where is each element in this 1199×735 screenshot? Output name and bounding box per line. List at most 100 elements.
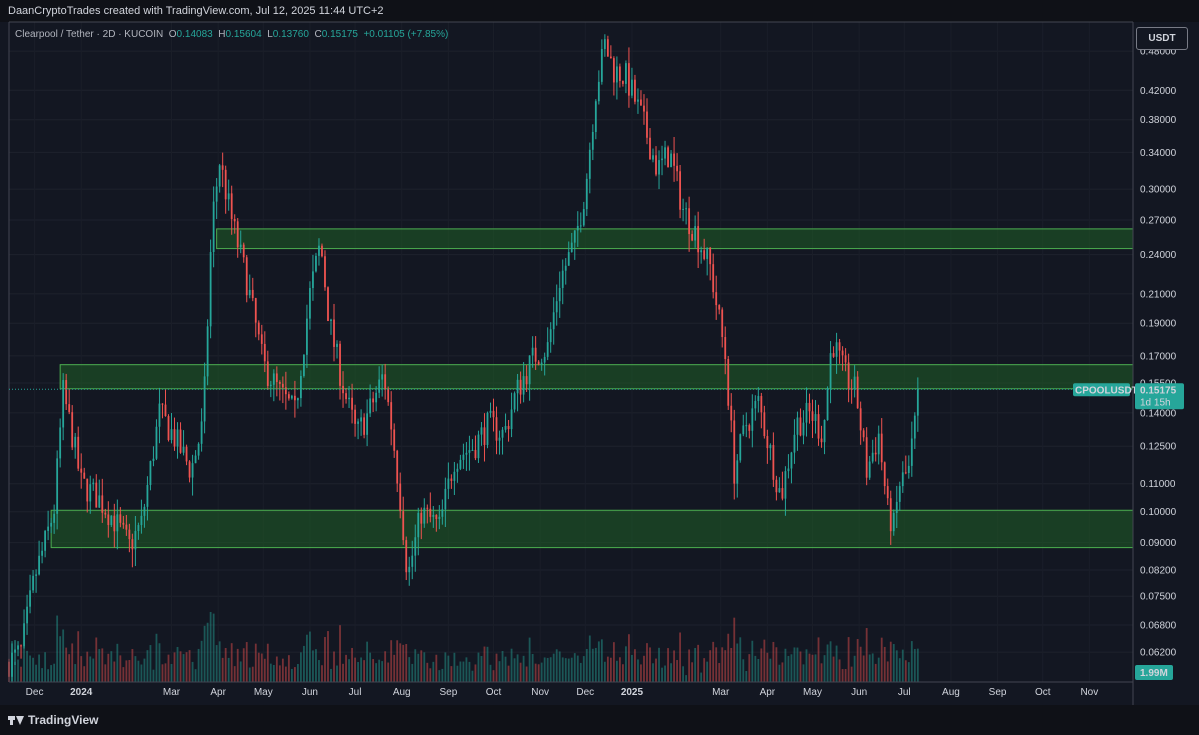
candle-body [278,382,281,384]
volume-bar [465,657,468,682]
volume-bar [119,655,122,682]
volume-bar [877,657,880,682]
volume-bar [489,664,492,682]
volume-bar [676,660,678,682]
volume-bar [772,641,775,682]
high-key: H [218,29,226,40]
volume-bar [537,664,540,682]
volume-bar [700,672,703,682]
volume-bar [453,652,456,682]
high-value: 0.15604 [225,29,262,40]
volume-bar [128,660,131,682]
candle-body [176,429,179,447]
candle-body [290,395,293,399]
volume-bar [603,661,606,682]
volume-bar [625,646,627,682]
price-tick-label: 0.14000 [1140,408,1177,419]
tradingview-logo[interactable]: TradingView [8,713,98,727]
volume-bar [483,646,486,682]
candle-body [513,393,516,410]
volume-bar [450,666,453,682]
candle-body [420,512,423,524]
volume-bar [724,650,727,682]
volume-bar [71,643,74,682]
volume-bar [796,647,799,682]
candle-body [549,329,552,343]
candle-body [670,153,672,168]
volume-bar [89,656,92,682]
price-tick-label: 0.42000 [1140,86,1177,97]
volume-bar [140,664,143,682]
volume-bar [101,648,104,682]
currency-button[interactable]: USDT [1136,27,1188,50]
volume-bar [631,654,633,682]
time-tick-label: Nov [1080,687,1098,698]
candle-body [411,555,414,567]
volume-bar [561,657,564,682]
price-axis[interactable]: 0.48000 0.42000 0.38000 0.34000 0.30000 0.270… [1140,47,1177,659]
volume-bar [679,632,681,682]
candle-body [230,193,233,220]
volume-bar [197,648,200,682]
volume-bar [582,656,585,682]
candle-body [453,471,456,481]
candle-body [98,495,101,508]
volume-bar [134,656,137,682]
candle-body [585,178,588,210]
candle-body [134,530,137,550]
candle-body [661,158,663,161]
candle-body [796,417,799,435]
price-tick-label: 0.06200 [1140,648,1177,659]
volume-bar [29,655,31,682]
plot-area[interactable] [9,22,1133,682]
candle-body [86,478,89,502]
candle-body [245,257,248,296]
candle-body [242,244,245,258]
volume-bar [622,664,624,682]
symbol-name[interactable]: Clearpool / Tether · 2D · KUCOIN [15,29,164,40]
volume-bar [868,654,871,682]
candle-body [561,270,564,288]
volume-bar [910,641,913,682]
candle-body [170,429,173,441]
volume-bar [164,663,167,682]
candle-body [886,486,889,499]
candle-body [892,512,895,532]
candle-body [754,400,757,409]
volume-bar [59,636,62,682]
candle-body [459,459,462,469]
candle-body [137,525,140,531]
volume-bar [862,655,865,682]
volume-bar [272,664,275,682]
support-resistance-zones [50,228,1134,549]
candle-body [143,506,146,516]
close-key: C [314,29,322,40]
volume-bar [245,642,248,682]
volume-bar [913,648,916,682]
candle-body [293,395,296,401]
volume-bar [588,635,591,682]
price-tick-label: 0.12500 [1140,442,1177,453]
volume-bar [402,644,405,682]
candle-body [537,361,540,365]
candle-body [17,645,19,650]
symbol-legend[interactable]: Clearpool / Tether · 2D · KUCOIN O0.1408… [15,29,448,40]
candle-body [760,396,763,413]
volume-tag: 1.99M [1135,665,1173,680]
volume-bar [369,652,372,682]
candle-body [29,590,31,607]
candle-body [324,256,326,288]
candle-body [387,389,390,403]
candle-body [597,81,600,102]
volume-bar [158,643,161,682]
volume-bar [841,669,844,682]
time-axis[interactable]: Dec 2024 Mar Apr May Jun Jul Aug Sep Oct Nov Dec 202… [26,687,1099,698]
volume-bar [296,664,299,682]
volume-bar [600,639,603,682]
candle-body [733,420,736,484]
candle-body [757,396,760,401]
candle-body [197,443,200,456]
candle-body [110,515,113,526]
candle-body [41,550,44,556]
